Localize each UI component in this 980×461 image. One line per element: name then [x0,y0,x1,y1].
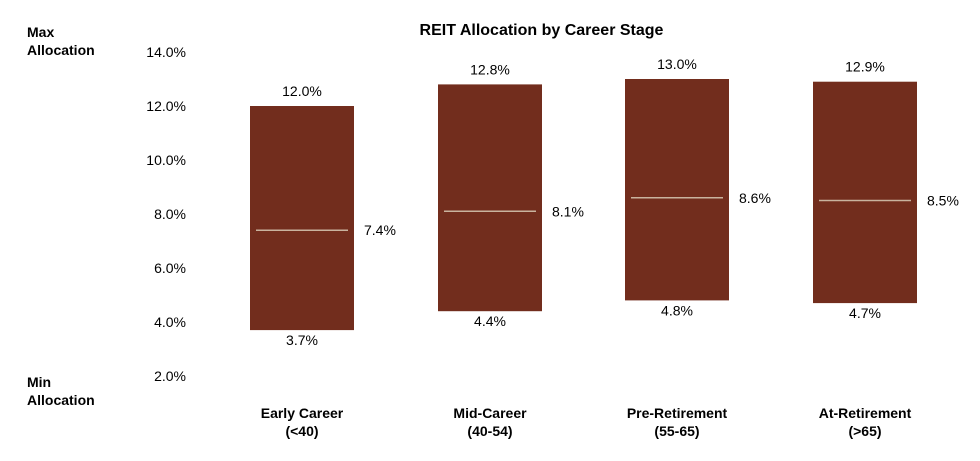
min-allocation-label-line-1: Min [27,374,52,390]
y-tick-label: 14.0% [146,44,186,60]
y-tick-label: 10.0% [146,152,186,168]
max-value-label: 12.0% [282,83,322,99]
min-value-label: 4.7% [849,305,881,321]
max-value-label: 13.0% [657,56,697,72]
min-allocation-label-line-2: Allocation [27,392,95,408]
chart-title: REIT Allocation by Career Stage [419,22,664,39]
category-sublabel: (55-65) [654,423,699,439]
max-allocation-label-line-1: Max [27,24,55,40]
median-value-label: 7.4% [364,222,396,238]
max-value-label: 12.9% [845,59,885,75]
max-allocation-label: Max Allocation [27,23,95,59]
max-value-label: 12.8% [470,61,510,77]
range-bar [438,84,542,312]
category-label: Early Career [261,405,344,421]
min-value-label: 4.4% [474,313,506,329]
y-tick-label: 4.0% [154,314,186,330]
category-sublabel: (>65) [848,423,881,439]
category-sublabel: (40-54) [467,423,512,439]
median-value-label: 8.1% [552,203,584,219]
category-label: Mid-Career [453,405,527,421]
max-allocation-label-line-2: Allocation [27,42,95,58]
median-value-label: 8.6% [739,190,771,206]
y-tick-label: 2.0% [154,368,186,384]
category-label: Pre-Retirement [627,405,728,421]
range-bar [250,106,354,331]
range-bar [813,81,917,304]
min-value-label: 4.8% [661,302,693,318]
y-tick-label: 6.0% [154,260,186,276]
median-value-label: 8.5% [927,193,959,209]
min-value-label: 3.7% [286,332,318,348]
category-label: At-Retirement [819,405,912,421]
min-allocation-label: Min Allocation [27,373,95,409]
range-bar [625,79,729,301]
category-sublabel: (<40) [285,423,318,439]
y-tick-label: 12.0% [146,98,186,114]
y-tick-label: 8.0% [154,206,186,222]
